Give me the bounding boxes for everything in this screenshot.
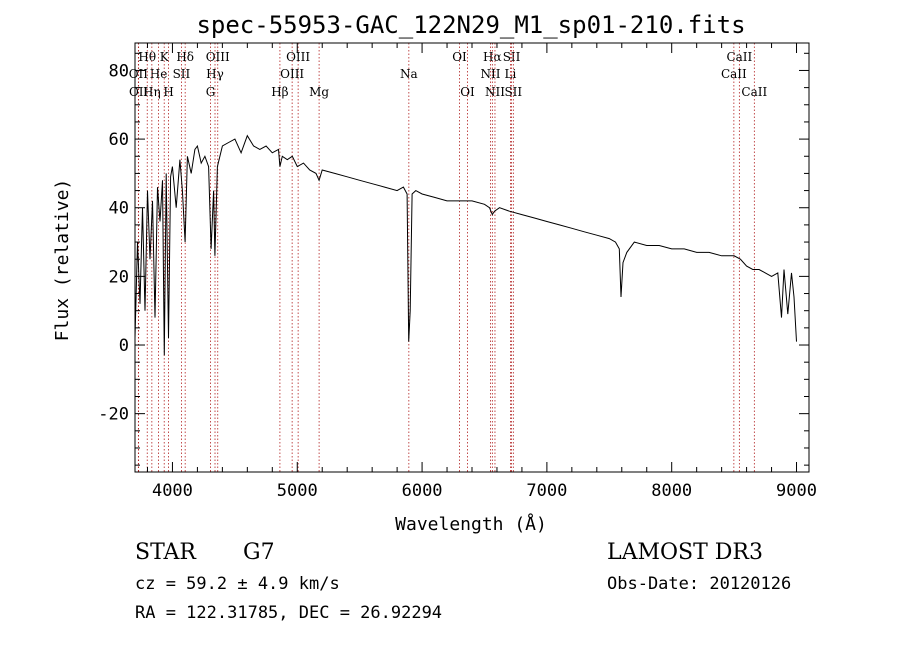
x-axis-label: Wavelength (Å) [395, 513, 547, 535]
object-subclass: G7 [243, 540, 275, 565]
line-label: OI [460, 85, 475, 99]
y-tick-label: 60 [109, 130, 129, 150]
line-label: Hγ [206, 67, 224, 81]
object-class: STAR [135, 540, 196, 565]
line-label: CaII [741, 85, 767, 99]
line-label: He [150, 67, 168, 81]
y-tick-label: 20 [109, 267, 129, 287]
y-tick-label: 40 [109, 199, 129, 219]
y-tick-label: -20 [98, 405, 129, 425]
line-label: G [206, 85, 216, 99]
x-tick-label: 8000 [651, 481, 692, 501]
line-label: K [160, 50, 170, 64]
y-axis-label: Flux (relative) [52, 179, 73, 342]
line-label: Hθ [138, 50, 156, 64]
line-label: Hβ [271, 85, 288, 99]
line-label: CaII [726, 50, 752, 64]
spectrum-chart: spec-55953-GAC_122N29_M1_sp01-210.fits H… [52, 11, 817, 535]
line-label: OII [129, 85, 149, 99]
line-label: Mg [309, 85, 329, 99]
line-label: SII [503, 50, 521, 64]
x-tick-label: 6000 [402, 481, 443, 501]
line-label: NII [485, 85, 505, 99]
spectrum-line [134, 134, 797, 356]
x-tick-label: 5000 [277, 481, 318, 501]
line-label: SII [504, 85, 522, 99]
line-label: NII [480, 67, 500, 81]
line-label: Hη [143, 85, 161, 99]
line-label: OIII [286, 50, 310, 64]
x-tick-label: 4000 [152, 481, 193, 501]
line-label: Na [400, 67, 418, 81]
chart-title: spec-55953-GAC_122N29_M1_sp01-210.fits [196, 11, 745, 39]
line-label: Li [505, 67, 517, 81]
y-tick-label: 0 [119, 336, 129, 356]
x-tick-label: 7000 [526, 481, 567, 501]
line-label: Hδ [176, 50, 194, 64]
line-label: H [163, 85, 173, 99]
line-label: OIII [206, 50, 230, 64]
x-tick-label: 9000 [776, 481, 817, 501]
survey-name: LAMOST DR3 [607, 540, 763, 565]
line-label: Hα [483, 50, 502, 64]
observation-date: Obs-Date: 20120126 [607, 574, 792, 594]
line-label: SII [173, 67, 191, 81]
line-label: CaII [721, 67, 747, 81]
redshift-readout: cz = 59.2 ± 4.9 km/s [135, 574, 340, 594]
y-tick-label: 80 [109, 61, 129, 81]
plot-frame [134, 42, 810, 473]
line-label: OIII [280, 67, 304, 81]
line-label: OI [452, 50, 467, 64]
coordinates-readout: RA = 122.31785, DEC = 26.92294 [135, 603, 443, 623]
